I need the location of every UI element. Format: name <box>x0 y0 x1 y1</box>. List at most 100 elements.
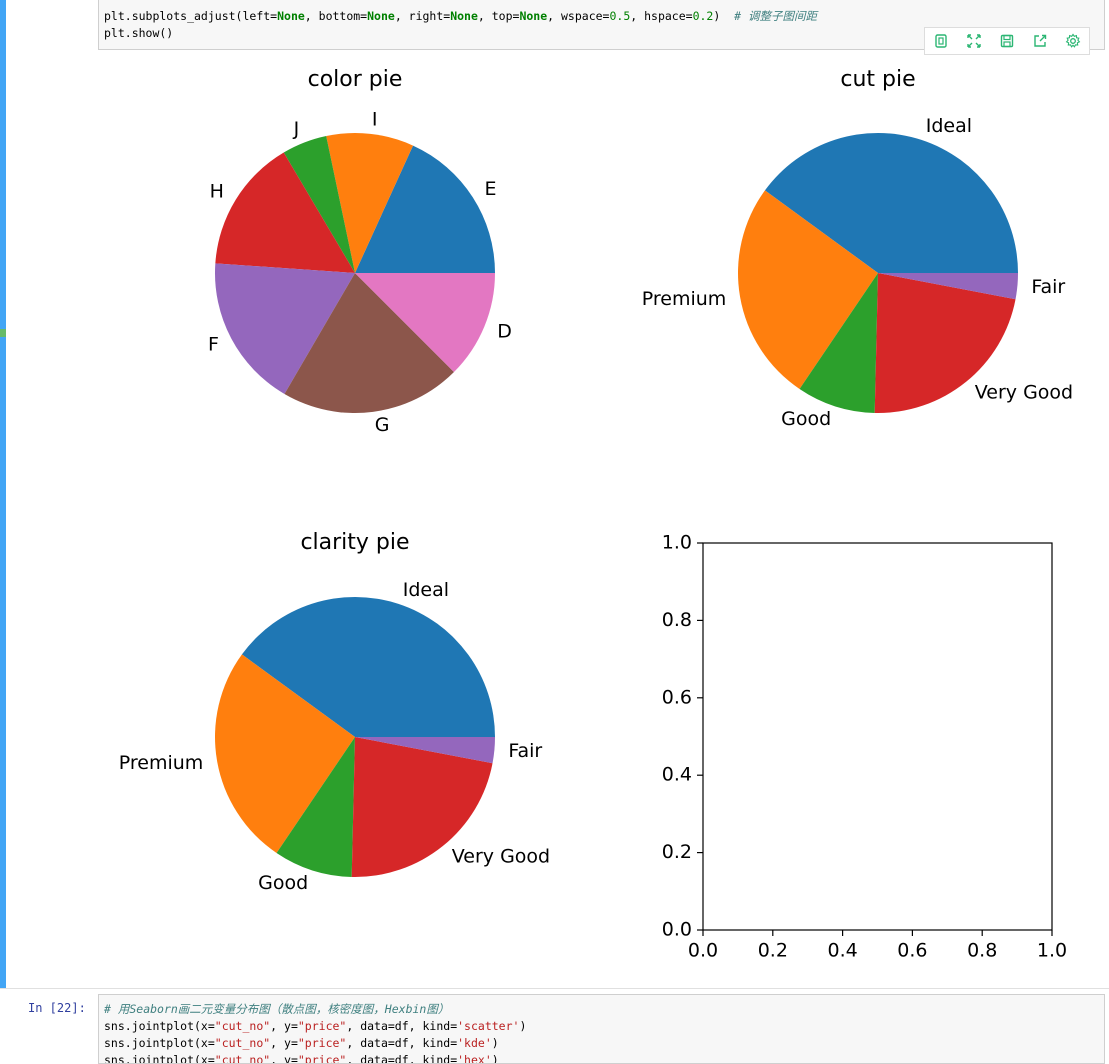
x-tick-label: 0.4 <box>827 940 857 962</box>
y-tick-label: 0.4 <box>662 764 692 786</box>
settings-button[interactable] <box>1063 31 1083 51</box>
code-token: "price" <box>297 1036 347 1050</box>
expand-button[interactable] <box>964 31 984 51</box>
pie-label: D <box>497 320 512 342</box>
code-token: # 用Seaborn画二元变量分布图（散点图，核密度图，Hexbin图） <box>104 1002 450 1016</box>
pie-slice <box>241 596 495 737</box>
code-token: ) <box>713 9 735 23</box>
code-token: , y= <box>270 1036 298 1050</box>
settings-icon <box>1065 33 1080 48</box>
code-token: , data=df, kind= <box>346 1053 458 1064</box>
pie-slice <box>215 152 355 273</box>
copy-button[interactable] <box>931 31 951 51</box>
code-cell-input-2[interactable]: # 用Seaborn画二元变量分布图（散点图，核密度图，Hexbin图） sns.… <box>98 994 1105 1064</box>
pie-slice <box>326 133 414 273</box>
code-token: None <box>450 9 478 23</box>
pie-slice <box>737 190 878 389</box>
x-tick-label: 0.2 <box>758 940 788 962</box>
code-line: sns.jointplot(x="cut_no", y="price", dat… <box>104 1052 1104 1064</box>
cell-prompt: In [22]: <box>28 1001 86 1015</box>
copy-icon <box>935 34 948 48</box>
code-token: None <box>277 9 305 23</box>
code-token: , top= <box>477 9 520 23</box>
code-line: plt.show() <box>104 25 1104 42</box>
code-token: ) <box>491 1036 499 1050</box>
chart-title: clarity pie <box>300 530 409 555</box>
pie-label: H <box>210 181 224 203</box>
save-icon <box>1000 34 1014 48</box>
pie-label: G <box>375 414 390 436</box>
cell-status-mark <box>0 329 6 337</box>
y-tick-label: 1.0 <box>662 532 692 554</box>
x-tick-label: 1.0 <box>1037 940 1067 962</box>
code-token: # 调整子图间距 <box>734 9 817 23</box>
code-token: sns.jointplot(x= <box>104 1053 215 1064</box>
code-token: ) <box>491 1053 499 1064</box>
code-token: "price" <box>297 1019 347 1033</box>
pie-label: Premium <box>642 288 727 310</box>
pie-label: Very Good <box>975 381 1073 403</box>
pie-label: Premium <box>119 752 204 774</box>
code-token: sns.jointplot(x= <box>104 1036 215 1050</box>
pie-slice <box>214 263 355 394</box>
code-token: None <box>519 9 548 23</box>
code-token: 'kde' <box>457 1036 492 1050</box>
expand-icon <box>967 34 981 48</box>
y-tick-label: 0.6 <box>662 686 692 708</box>
code-line: # 用Seaborn画二元变量分布图（散点图，核密度图，Hexbin图） <box>104 1001 1104 1018</box>
code-token: , bottom= <box>304 9 368 23</box>
pie-label: E <box>485 178 497 200</box>
cell-divider <box>0 988 1109 989</box>
code-token: "cut_no" <box>214 1053 271 1064</box>
x-tick-label: 0.8 <box>967 940 997 962</box>
code-token: , right= <box>394 9 451 23</box>
code-token: , data=df, kind= <box>346 1019 458 1033</box>
code-cell-input[interactable]: plt.subplots_adjust(left=None, bottom=No… <box>98 0 1105 50</box>
chart-title: color pie <box>308 67 403 92</box>
code-token: 0.5 <box>609 9 631 23</box>
pie-slice <box>764 132 1018 273</box>
pie-slice <box>355 273 495 372</box>
pie-slice <box>351 737 493 877</box>
pie-slice <box>355 145 495 273</box>
pie-label: Fair <box>508 740 542 762</box>
code-token: , y= <box>270 1019 298 1033</box>
code-token: , data=df, kind= <box>346 1036 458 1050</box>
pie-label: Very Good <box>452 845 550 867</box>
pie-label: Ideal <box>926 115 972 137</box>
pie-label: F <box>208 334 219 356</box>
code-line: sns.jointplot(x="cut_no", y="price", dat… <box>104 1035 1104 1052</box>
code-token: 'scatter' <box>457 1019 520 1033</box>
x-tick-label: 0.6 <box>897 940 927 962</box>
code-token: "price" <box>297 1053 347 1064</box>
code-token: 'hex' <box>457 1053 492 1064</box>
pie-slice <box>355 737 495 764</box>
code-token: plt.subplots_adjust(left= <box>104 9 278 23</box>
output-toolbar <box>924 27 1090 55</box>
chart-title: cut pie <box>840 67 915 92</box>
pie-label: Good <box>258 872 308 894</box>
active-cell-indicator <box>0 0 6 988</box>
pie-slice <box>878 273 1018 300</box>
code-token: 0.2 <box>692 9 714 23</box>
pie-slice <box>214 654 355 853</box>
code-token: plt.show() <box>104 26 174 40</box>
code-line: sns.jointplot(x="cut_no", y="price", dat… <box>104 1018 1104 1035</box>
code-token: sns.jointplot(x= <box>104 1019 215 1033</box>
code-token: "cut_no" <box>214 1036 271 1050</box>
save-button[interactable] <box>997 31 1017 51</box>
code-token: , y= <box>270 1053 298 1064</box>
pie-slice <box>874 273 1016 413</box>
code-token: None <box>367 9 395 23</box>
pie-label: Good <box>781 408 831 430</box>
pie-label: J <box>293 118 300 140</box>
share-icon <box>1034 34 1046 47</box>
x-tick-label: 0.0 <box>688 940 718 962</box>
share-button[interactable] <box>1030 31 1050 51</box>
pie-label: Fair <box>1031 276 1065 298</box>
code-line: plt.subplots_adjust(left=None, bottom=No… <box>104 8 1104 25</box>
y-tick-label: 0.8 <box>662 609 692 631</box>
code-token: , hspace= <box>630 9 693 23</box>
code-token: ) <box>519 1019 527 1033</box>
